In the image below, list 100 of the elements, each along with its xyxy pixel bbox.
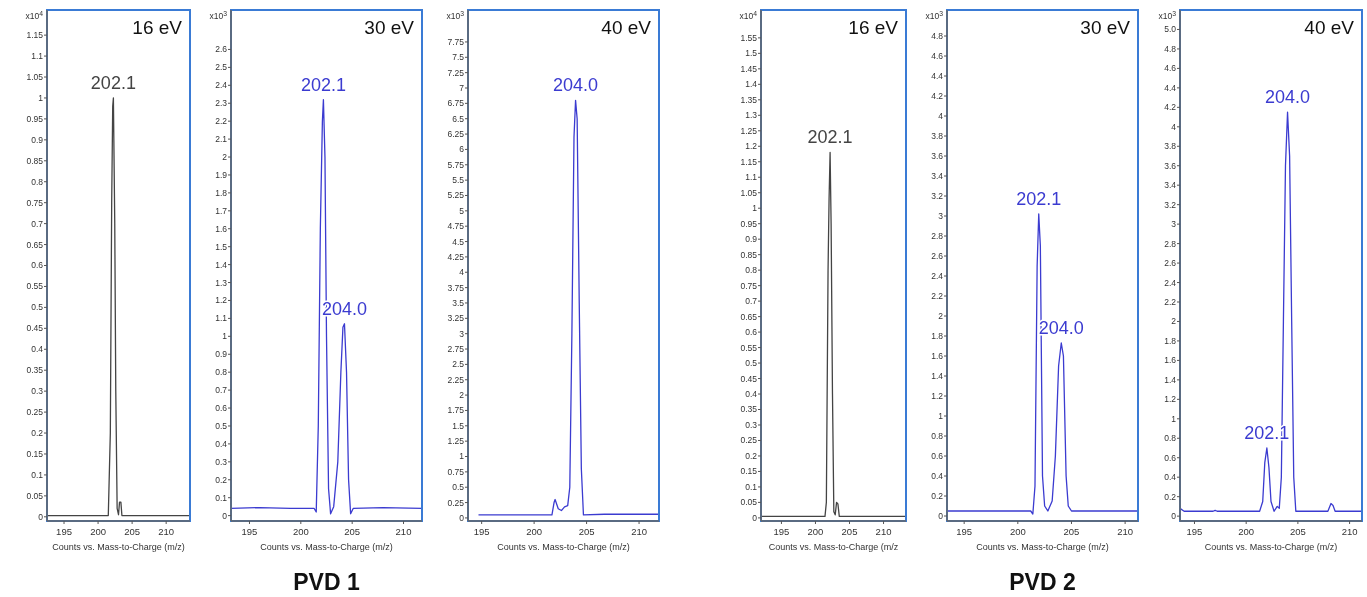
y-tick-label: 5.75 xyxy=(447,159,465,170)
y-tick-label: 0.5 xyxy=(215,420,228,431)
line-series xyxy=(231,99,422,515)
y-tick-label: 1.4 xyxy=(745,79,758,90)
y-tick-label: 6.25 xyxy=(447,129,465,140)
y-tick-label: 2.2 xyxy=(931,290,944,301)
y-tick-label: 0.4 xyxy=(1164,472,1177,483)
chart-title: 30 eV xyxy=(1080,17,1131,38)
y-tick-label: 3.8 xyxy=(931,130,944,141)
x-tick-label: 210 xyxy=(631,526,647,537)
y-axis-title: x10$^{3}$ xyxy=(446,9,465,21)
y-tick-label: 1.05 xyxy=(26,71,44,82)
y-tick-label: 0.3 xyxy=(31,386,44,397)
y-tick-label: 0.85 xyxy=(740,249,758,260)
y-tick-label: 1 xyxy=(752,203,758,214)
y-tick-label: 2 xyxy=(459,390,465,401)
x-axis-title: Counts vs. Mass-to-Charge (m/z) xyxy=(52,542,185,552)
y-tick-label: 0.2 xyxy=(745,450,758,461)
y-tick-label: 2.2 xyxy=(215,116,228,127)
y-tick-label: 1.9 xyxy=(215,169,228,180)
y-tick-label: 0.6 xyxy=(1164,452,1177,463)
chart-title: 40 eV xyxy=(1304,17,1355,38)
x-tick-label: 200 xyxy=(1009,526,1026,537)
x-tick-label: 200 xyxy=(807,526,824,537)
y-tick-label: 0.65 xyxy=(26,239,44,250)
y-tick-label: 0.9 xyxy=(215,349,228,360)
y-tick-label: 0.8 xyxy=(31,176,44,187)
y-tick-label: 0.25 xyxy=(740,435,758,446)
y-tick-label: 1.2 xyxy=(215,295,228,306)
y-tick-label: 0.35 xyxy=(26,365,44,376)
y-tick-label: 0.25 xyxy=(447,497,465,508)
line-series xyxy=(1180,111,1362,512)
y-tick-label: 2.4 xyxy=(931,270,944,281)
y-tick-label: 3.2 xyxy=(931,190,944,201)
y-tick-label: 0 xyxy=(1171,511,1177,522)
y-tick-label: 1.25 xyxy=(740,125,758,136)
y-tick-label: 1.75 xyxy=(447,405,465,416)
chart-title: 40 eV xyxy=(601,17,652,38)
y-tick-label: 0.3 xyxy=(745,419,758,430)
y-tick-label: 4.6 xyxy=(931,50,944,61)
y-tick-label: 3 xyxy=(938,210,944,221)
y-tick-label: 7.75 xyxy=(447,36,465,47)
y-tick-label: 3.2 xyxy=(1164,199,1177,210)
y-tick-label: 3 xyxy=(1171,219,1177,230)
y-tick-label: 0.85 xyxy=(26,155,44,166)
y-axis-title: x10$^{3}$ xyxy=(209,9,228,21)
y-tick-label: 1.5 xyxy=(215,241,228,252)
y-tick-label: 5 xyxy=(459,205,465,216)
y-tick-label: 3.25 xyxy=(447,313,465,324)
y-tick-label: 1 xyxy=(459,451,465,462)
y-tick-label: 0.6 xyxy=(931,450,944,461)
x-axis-title: Counts vs. Mass-to-Charge (m/z) xyxy=(260,542,393,552)
x-axis-title: Counts vs. Mass-to-Charge (m/z) xyxy=(976,542,1109,552)
y-tick-label: 1.5 xyxy=(745,48,758,59)
y-tick-label: 0.8 xyxy=(215,367,228,378)
y-tick-label: 2 xyxy=(938,310,944,321)
x-axis-title: Counts vs. Mass-to-Charge (m/z) xyxy=(497,542,630,552)
chart-title: 30 eV xyxy=(364,17,415,38)
y-tick-label: 2.1 xyxy=(215,134,228,145)
y-tick-label: 4 xyxy=(938,110,944,121)
y-axis-title: x10$^{4}$ xyxy=(25,9,44,21)
y-tick-label: 1.05 xyxy=(740,187,758,198)
y-tick-label: 4.75 xyxy=(447,221,465,232)
y-tick-label: 2.4 xyxy=(215,80,228,91)
x-tick-label: 210 xyxy=(1341,526,1358,537)
y-tick-label: 4 xyxy=(1171,121,1177,132)
y-tick-label: 6.75 xyxy=(447,98,465,109)
x-tick-label: 205 xyxy=(841,526,858,537)
y-tick-label: 0.7 xyxy=(31,218,44,229)
y-tick-label: 0.6 xyxy=(745,327,758,338)
x-tick-label: 205 xyxy=(578,526,595,537)
y-tick-label: 2.8 xyxy=(931,230,944,241)
y-tick-label: 0.7 xyxy=(215,385,228,396)
text: PVD 1 xyxy=(293,569,360,595)
y-tick-label: 3.75 xyxy=(447,282,465,293)
y-tick-label: 0.75 xyxy=(740,280,758,291)
x-tick-label: 210 xyxy=(1117,526,1134,537)
y-tick-label: 2.5 xyxy=(215,62,228,73)
annotation: 202.1 xyxy=(807,127,853,148)
y-tick-label: 0.8 xyxy=(1164,433,1177,444)
y-tick-label: 0.05 xyxy=(26,490,44,501)
y-tick-label: 3.8 xyxy=(1164,141,1177,152)
y-tick-label: 2.4 xyxy=(1164,277,1177,288)
annotation: 204.0 xyxy=(1265,87,1311,108)
y-tick-label: 0.35 xyxy=(740,404,758,415)
y-tick-label: 0.75 xyxy=(26,197,44,208)
y-tick-label: 3 xyxy=(459,328,465,339)
y-tick-label: 0.4 xyxy=(215,438,228,449)
line-series xyxy=(947,213,1138,515)
chart-title: 16 eV xyxy=(132,17,183,38)
y-tick-label: 0.45 xyxy=(26,323,44,334)
line-series xyxy=(761,151,906,518)
x-tick-label: 195 xyxy=(956,526,973,537)
x-tick-label: 200 xyxy=(90,526,106,537)
annotation: 202.1 xyxy=(1016,189,1062,209)
y-tick-label: 1.4 xyxy=(1164,374,1177,385)
y-tick-label: 1.2 xyxy=(931,390,944,401)
annotation: 202.1 xyxy=(300,74,346,95)
y-tick-label: 0.2 xyxy=(215,474,228,485)
y-tick-label: 2.6 xyxy=(1164,258,1177,269)
